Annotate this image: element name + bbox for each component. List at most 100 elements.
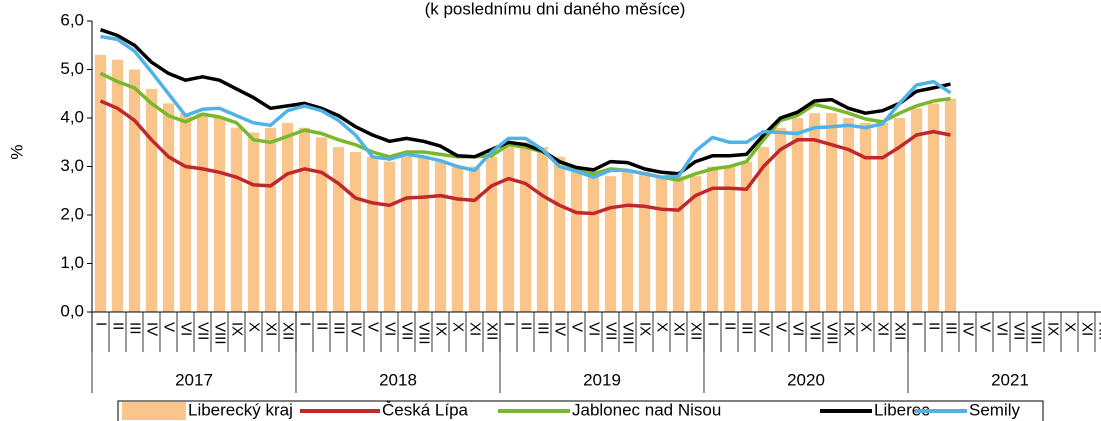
- legend-label: Semily: [969, 400, 1021, 419]
- bar: [859, 122, 872, 312]
- y-tick-label: 3,0: [60, 156, 84, 175]
- legend-swatch: [122, 402, 186, 420]
- bar: [298, 127, 311, 312]
- x-tick-label: V: [365, 322, 382, 332]
- bar: [315, 137, 328, 312]
- bar: [706, 166, 719, 312]
- x-tick-label: I: [705, 322, 722, 326]
- x-tick-label: VII: [603, 322, 620, 340]
- x-tick-label: VII: [195, 322, 212, 340]
- bar: [808, 113, 821, 313]
- x-tick-label: IX: [841, 322, 858, 336]
- bar: [468, 166, 481, 312]
- bar: [757, 147, 770, 312]
- x-tick-label: XII: [280, 322, 297, 340]
- x-tick-label: III: [127, 322, 144, 335]
- line-series: [99, 71, 951, 182]
- x-tick-label: VII: [1011, 322, 1028, 340]
- x-tick-label: III: [739, 322, 756, 335]
- x-tick-label: XI: [875, 322, 892, 336]
- x-tick-label: IV: [348, 322, 365, 336]
- x-tick-label: XII: [688, 322, 705, 340]
- bar: [434, 161, 447, 312]
- x-tick-label: IV: [552, 322, 569, 336]
- x-tick-label: X: [1062, 322, 1079, 332]
- bar: [927, 103, 940, 312]
- bar: [774, 127, 787, 312]
- x-tick-label: I: [909, 322, 926, 326]
- x-tick-label: X: [450, 322, 467, 332]
- bar: [366, 156, 379, 312]
- bar: [213, 118, 226, 312]
- year-label: 2020: [787, 370, 825, 389]
- x-tick-label: V: [773, 322, 790, 332]
- line-series: [99, 99, 951, 216]
- year-label: 2017: [175, 370, 213, 389]
- x-tick-label: XI: [671, 322, 688, 336]
- bar: [162, 103, 175, 312]
- x-tick-label: III: [943, 322, 960, 335]
- x-tick-label: VIII: [416, 322, 433, 345]
- bar: [570, 166, 583, 312]
- bar: [655, 176, 668, 312]
- x-tick-label: VII: [399, 322, 416, 340]
- x-tick-label: VI: [586, 322, 603, 336]
- line-series: [99, 28, 951, 176]
- y-axis-label: %: [7, 144, 26, 159]
- x-tick-label: X: [858, 322, 875, 332]
- year-label: 2018: [379, 370, 417, 389]
- x-tick-label: XII: [1096, 322, 1101, 340]
- x-tick-label: VII: [807, 322, 824, 340]
- x-tick-label: VIII: [212, 322, 229, 345]
- bar: [910, 108, 923, 312]
- bar: [451, 166, 464, 312]
- bar: [536, 147, 549, 312]
- bar: [519, 142, 532, 312]
- bar: [893, 118, 906, 312]
- x-tick-label: II: [110, 322, 127, 330]
- x-tick-label: X: [246, 322, 263, 332]
- bar: [944, 98, 957, 312]
- year-label: 2019: [583, 370, 621, 389]
- x-tick-label: V: [977, 322, 994, 332]
- y-tick-label: 1,0: [60, 253, 84, 272]
- bar: [723, 166, 736, 312]
- x-tick-label: IX: [637, 322, 654, 336]
- legend: Liberecký kraj Česká Lípa Jablonec nad Nis…: [122, 400, 1021, 420]
- bar: [145, 88, 158, 313]
- bar: [553, 156, 566, 312]
- bar: [247, 132, 260, 312]
- bar: [230, 127, 243, 312]
- x-tick-label: V: [569, 322, 586, 332]
- bar: [349, 151, 362, 312]
- chart-subtitle: (k poslednímu dni daného měsíce): [425, 0, 686, 18]
- x-tick-label: III: [331, 322, 348, 335]
- bar: [587, 171, 600, 312]
- bar: [672, 176, 685, 312]
- bar: [825, 113, 838, 313]
- line-series: [100, 34, 952, 179]
- x-tick-label: IV: [756, 322, 773, 336]
- x-tick-label: IV: [960, 322, 977, 336]
- bar: [264, 127, 277, 312]
- x-tick-label: II: [926, 322, 943, 330]
- x-tick-label: VI: [790, 322, 807, 336]
- x-tick-label: I: [93, 322, 110, 326]
- bar: [740, 161, 753, 312]
- bar: [689, 176, 702, 312]
- bar: [281, 122, 294, 312]
- legend-label: Jablonec nad Nisou: [572, 400, 721, 419]
- x-tick-label: IX: [229, 322, 246, 336]
- bar: [638, 171, 651, 312]
- x-tick-label: XI: [263, 322, 280, 336]
- x-tick-label: VIII: [1028, 322, 1045, 345]
- x-tick-label: XII: [484, 322, 501, 340]
- x-tick-label: XI: [467, 322, 484, 336]
- bar: [604, 176, 617, 312]
- bar: [196, 113, 209, 313]
- bar: [791, 118, 804, 312]
- x-tick-label: VI: [382, 322, 399, 336]
- x-tick-label: II: [314, 322, 331, 330]
- x-tick-label: I: [501, 322, 518, 326]
- x-tick-label: VI: [178, 322, 195, 336]
